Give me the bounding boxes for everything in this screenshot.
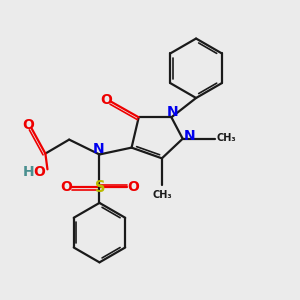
Text: O: O	[127, 180, 139, 194]
Text: H: H	[22, 165, 34, 179]
Text: N: N	[183, 129, 195, 143]
Text: O: O	[22, 118, 34, 132]
Text: O: O	[100, 93, 112, 107]
Text: O: O	[33, 165, 45, 179]
Text: N: N	[167, 105, 178, 119]
Text: CH₃: CH₃	[152, 190, 172, 200]
Text: S: S	[95, 180, 105, 195]
Text: CH₃: CH₃	[216, 133, 236, 143]
Text: O: O	[60, 180, 72, 194]
Text: N: N	[93, 142, 105, 156]
